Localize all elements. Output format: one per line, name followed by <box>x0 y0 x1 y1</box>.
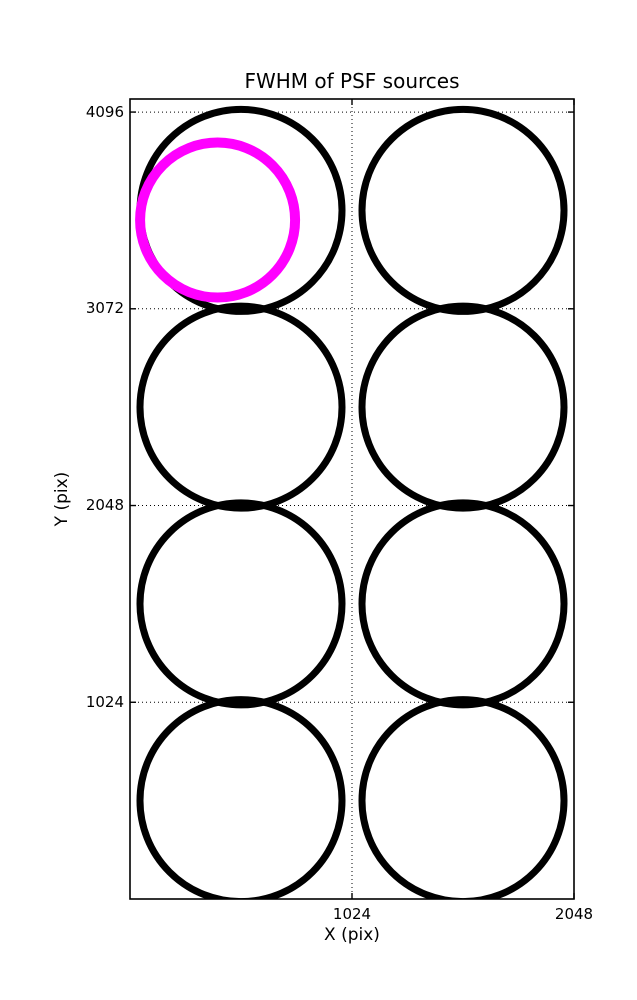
highlighted-fwhm-marker <box>135 137 301 303</box>
psf-fwhm-markers <box>358 696 568 899</box>
x-axis-label: X (pix) <box>324 925 380 945</box>
x-tick-label-1024: 1024 <box>332 905 372 923</box>
x-tick-label-2048: 2048 <box>554 905 594 923</box>
chart-title: FWHM of PSF sources <box>244 69 460 93</box>
y-tick-label-4096: 4096 <box>85 102 124 121</box>
y-tick-label-3072: 3072 <box>85 299 124 318</box>
y-tick-label-2048: 2048 <box>85 496 124 515</box>
psf-fwhm-markers <box>358 499 568 709</box>
psf-fwhm-markers <box>358 105 568 315</box>
y-tick-label-1024: 1024 <box>85 692 124 711</box>
psf-fwhm-markers <box>136 302 346 512</box>
psf-fwhm-markers <box>136 696 346 899</box>
psf-fwhm-markers <box>136 499 346 709</box>
psf-fwhm-markers <box>358 302 568 512</box>
